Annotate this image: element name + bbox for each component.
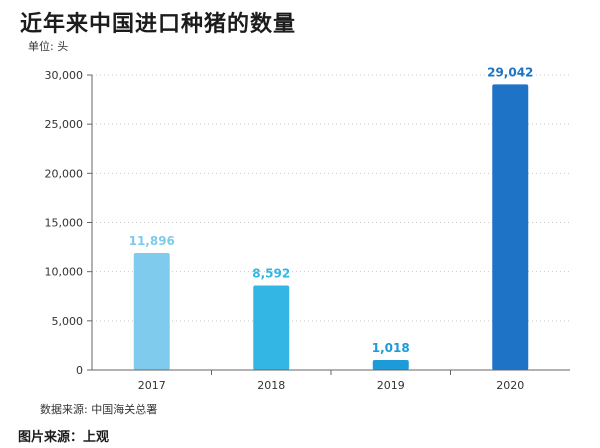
y-tick-label: 30,000 — [45, 69, 84, 82]
bar — [492, 84, 529, 370]
bars: 11,896 8,592 1,018 29,042 — [129, 65, 533, 370]
data-label: 8,592 — [252, 267, 290, 281]
y-tick-label: 0 — [76, 364, 83, 377]
bar — [253, 285, 290, 370]
bar — [133, 253, 170, 370]
y-tick-label: 25,000 — [45, 118, 84, 131]
data-label: 1,018 — [372, 341, 410, 355]
y-tick-label: 5,000 — [52, 315, 84, 328]
x-tick-label: 2019 — [377, 379, 405, 392]
y-tick-label: 20,000 — [45, 167, 84, 180]
data-label: 29,042 — [487, 65, 533, 79]
bar — [372, 359, 409, 370]
x-tick-label: 2017 — [138, 379, 166, 392]
bar-chart: 0 5,000 10,000 15,000 20,000 25,000 30,000 11,… — [45, 65, 570, 392]
x-tick-label: 2020 — [496, 379, 524, 392]
y-tick-label: 15,000 — [45, 217, 84, 230]
chart-title: 近年来中国进口种猪的数量 — [20, 12, 297, 37]
x-tick-label: 2018 — [257, 379, 285, 392]
data-source: 数据来源: 中国海关总署 — [40, 403, 158, 416]
y-tick-label: 10,000 — [45, 266, 84, 279]
data-label: 11,896 — [129, 234, 175, 248]
y-axis: 0 5,000 10,000 15,000 20,000 25,000 30,000 — [45, 69, 93, 377]
x-axis: 2017 2018 2019 2020 — [92, 369, 570, 392]
image-credit: 图片来源：上观 — [18, 430, 110, 445]
unit-label: 单位: 头 — [28, 40, 69, 53]
